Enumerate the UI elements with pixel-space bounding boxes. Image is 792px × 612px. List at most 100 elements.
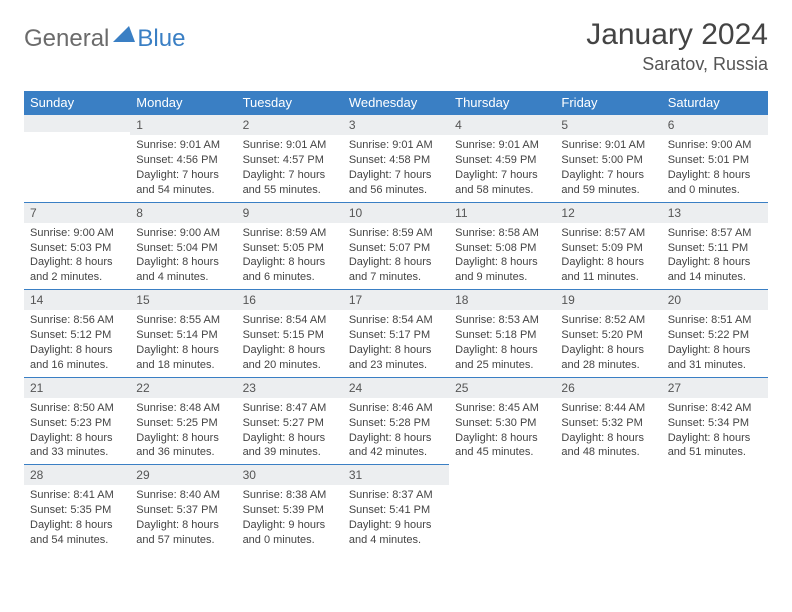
day-number: 19	[555, 289, 661, 310]
weekday-header: Friday	[555, 91, 661, 114]
daylight-line: Daylight: 9 hours and 4 minutes.	[349, 518, 443, 548]
calendar-empty-cell	[24, 114, 130, 202]
daylight-line: Daylight: 7 hours and 56 minutes.	[349, 168, 443, 198]
calendar-day-cell: 1Sunrise: 9:01 AMSunset: 4:56 PMDaylight…	[130, 114, 236, 202]
sunrise-line: Sunrise: 8:47 AM	[243, 401, 337, 416]
daylight-line: Daylight: 8 hours and 51 minutes.	[668, 431, 762, 461]
day-number: 30	[237, 464, 343, 485]
daylight-line: Daylight: 8 hours and 39 minutes.	[243, 431, 337, 461]
calendar-empty-cell	[662, 464, 768, 552]
sunset-line: Sunset: 5:14 PM	[136, 328, 230, 343]
weekday-header: Tuesday	[237, 91, 343, 114]
day-number: 6	[662, 114, 768, 135]
daylight-line: Daylight: 8 hours and 33 minutes.	[30, 431, 124, 461]
day-body: Sunrise: 8:45 AMSunset: 5:30 PMDaylight:…	[449, 398, 555, 464]
sunrise-line: Sunrise: 8:44 AM	[561, 401, 655, 416]
day-body: Sunrise: 8:46 AMSunset: 5:28 PMDaylight:…	[343, 398, 449, 464]
sunrise-line: Sunrise: 8:37 AM	[349, 488, 443, 503]
day-body: Sunrise: 8:57 AMSunset: 5:09 PMDaylight:…	[555, 223, 661, 289]
sunset-line: Sunset: 4:56 PM	[136, 153, 230, 168]
sunset-line: Sunset: 5:00 PM	[561, 153, 655, 168]
sunset-line: Sunset: 5:18 PM	[455, 328, 549, 343]
sunrise-line: Sunrise: 8:57 AM	[668, 226, 762, 241]
calendar-day-cell: 3Sunrise: 9:01 AMSunset: 4:58 PMDaylight…	[343, 114, 449, 202]
sunset-line: Sunset: 5:25 PM	[136, 416, 230, 431]
sunset-line: Sunset: 5:32 PM	[561, 416, 655, 431]
day-number: 27	[662, 377, 768, 398]
calendar-day-cell: 19Sunrise: 8:52 AMSunset: 5:20 PMDayligh…	[555, 289, 661, 377]
day-number: 20	[662, 289, 768, 310]
sunset-line: Sunset: 5:35 PM	[30, 503, 124, 518]
day-body: Sunrise: 8:48 AMSunset: 5:25 PMDaylight:…	[130, 398, 236, 464]
daylight-line: Daylight: 8 hours and 45 minutes.	[455, 431, 549, 461]
day-body: Sunrise: 9:01 AMSunset: 4:57 PMDaylight:…	[237, 135, 343, 201]
daylight-line: Daylight: 8 hours and 4 minutes.	[136, 255, 230, 285]
sunrise-line: Sunrise: 8:48 AM	[136, 401, 230, 416]
calendar-day-cell: 17Sunrise: 8:54 AMSunset: 5:17 PMDayligh…	[343, 289, 449, 377]
calendar-day-cell: 21Sunrise: 8:50 AMSunset: 5:23 PMDayligh…	[24, 377, 130, 465]
calendar-table: SundayMondayTuesdayWednesdayThursdayFrid…	[24, 91, 768, 552]
weekday-header: Monday	[130, 91, 236, 114]
calendar-day-cell: 29Sunrise: 8:40 AMSunset: 5:37 PMDayligh…	[130, 464, 236, 552]
calendar-day-cell: 23Sunrise: 8:47 AMSunset: 5:27 PMDayligh…	[237, 377, 343, 465]
daylight-line: Daylight: 8 hours and 31 minutes.	[668, 343, 762, 373]
day-number: 25	[449, 377, 555, 398]
day-number: 4	[449, 114, 555, 135]
month-title: January 2024	[586, 18, 768, 52]
day-body: Sunrise: 8:47 AMSunset: 5:27 PMDaylight:…	[237, 398, 343, 464]
day-number: 16	[237, 289, 343, 310]
sunset-line: Sunset: 5:09 PM	[561, 241, 655, 256]
day-body: Sunrise: 9:00 AMSunset: 5:01 PMDaylight:…	[662, 135, 768, 201]
daylight-line: Daylight: 8 hours and 7 minutes.	[349, 255, 443, 285]
sunrise-line: Sunrise: 9:01 AM	[561, 138, 655, 153]
logo-text-general: General	[24, 25, 109, 53]
sunrise-line: Sunrise: 8:54 AM	[243, 313, 337, 328]
day-body: Sunrise: 8:58 AMSunset: 5:08 PMDaylight:…	[449, 223, 555, 289]
sunset-line: Sunset: 5:08 PM	[455, 241, 549, 256]
weekday-header: Sunday	[24, 91, 130, 114]
sunrise-line: Sunrise: 8:50 AM	[30, 401, 124, 416]
calendar-body: 1Sunrise: 9:01 AMSunset: 4:56 PMDaylight…	[24, 114, 768, 552]
sunrise-line: Sunrise: 9:00 AM	[668, 138, 762, 153]
day-body: Sunrise: 8:57 AMSunset: 5:11 PMDaylight:…	[662, 223, 768, 289]
daylight-line: Daylight: 7 hours and 55 minutes.	[243, 168, 337, 198]
title-block: January 2024 Saratov, Russia	[586, 18, 768, 75]
sunset-line: Sunset: 5:20 PM	[561, 328, 655, 343]
daylight-line: Daylight: 8 hours and 0 minutes.	[668, 168, 762, 198]
daylight-line: Daylight: 8 hours and 11 minutes.	[561, 255, 655, 285]
sunset-line: Sunset: 5:27 PM	[243, 416, 337, 431]
sunrise-line: Sunrise: 9:00 AM	[30, 226, 124, 241]
day-body: Sunrise: 8:54 AMSunset: 5:17 PMDaylight:…	[343, 310, 449, 376]
sunrise-line: Sunrise: 8:40 AM	[136, 488, 230, 503]
day-body: Sunrise: 8:59 AMSunset: 5:07 PMDaylight:…	[343, 223, 449, 289]
sunrise-line: Sunrise: 8:53 AM	[455, 313, 549, 328]
sunrise-line: Sunrise: 8:57 AM	[561, 226, 655, 241]
calendar-empty-cell	[555, 464, 661, 552]
daylight-line: Daylight: 8 hours and 54 minutes.	[30, 518, 124, 548]
day-number: 10	[343, 202, 449, 223]
calendar-day-cell: 13Sunrise: 8:57 AMSunset: 5:11 PMDayligh…	[662, 202, 768, 290]
day-body: Sunrise: 8:55 AMSunset: 5:14 PMDaylight:…	[130, 310, 236, 376]
calendar-day-cell: 25Sunrise: 8:45 AMSunset: 5:30 PMDayligh…	[449, 377, 555, 465]
day-number: 29	[130, 464, 236, 485]
weekday-header: Thursday	[449, 91, 555, 114]
sunrise-line: Sunrise: 9:01 AM	[243, 138, 337, 153]
weekday-header-row: SundayMondayTuesdayWednesdayThursdayFrid…	[24, 91, 768, 114]
sunrise-line: Sunrise: 8:51 AM	[668, 313, 762, 328]
day-number: 13	[662, 202, 768, 223]
day-body: Sunrise: 8:37 AMSunset: 5:41 PMDaylight:…	[343, 485, 449, 551]
calendar-day-cell: 24Sunrise: 8:46 AMSunset: 5:28 PMDayligh…	[343, 377, 449, 465]
daylight-line: Daylight: 8 hours and 57 minutes.	[136, 518, 230, 548]
sunset-line: Sunset: 5:04 PM	[136, 241, 230, 256]
location-label: Saratov, Russia	[586, 54, 768, 75]
day-number: 1	[130, 114, 236, 135]
day-number: 12	[555, 202, 661, 223]
day-number: 7	[24, 202, 130, 223]
sunrise-line: Sunrise: 9:01 AM	[136, 138, 230, 153]
sunrise-line: Sunrise: 9:00 AM	[136, 226, 230, 241]
sunrise-line: Sunrise: 8:58 AM	[455, 226, 549, 241]
day-body: Sunrise: 9:01 AMSunset: 4:59 PMDaylight:…	[449, 135, 555, 201]
day-number: 8	[130, 202, 236, 223]
day-number: 3	[343, 114, 449, 135]
calendar-empty-cell	[449, 464, 555, 552]
